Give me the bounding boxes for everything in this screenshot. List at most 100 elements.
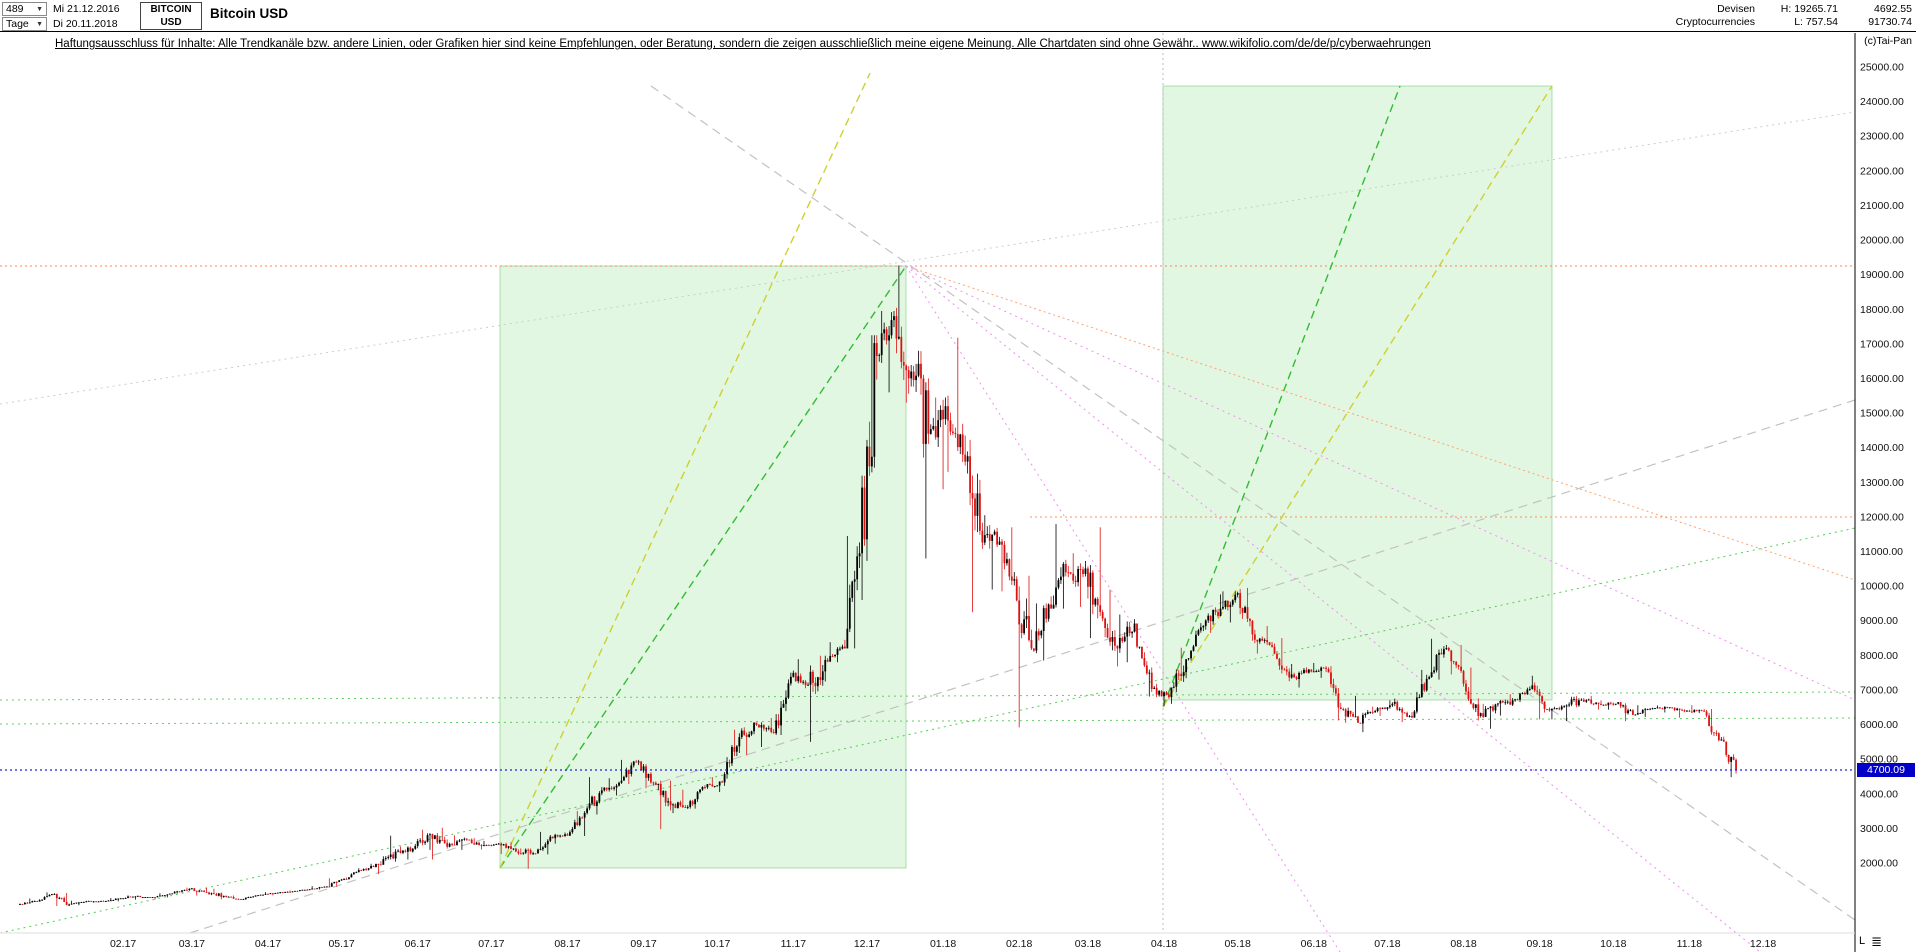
candle-body: [1388, 705, 1391, 708]
candle-body: [920, 363, 922, 379]
candle-body: [684, 807, 687, 808]
bars-count-select[interactable]: 489 ▼: [2, 2, 47, 16]
candle-body: [129, 896, 132, 898]
y-axis-label: 22000.00: [1860, 165, 1904, 177]
candle-body: [441, 839, 444, 841]
x-axis-label: 08.18: [1450, 938, 1476, 950]
candle-body: [1165, 692, 1168, 695]
period-select[interactable]: Tage ▼: [2, 17, 47, 31]
candle-body: [1251, 620, 1254, 635]
candle-body: [1524, 693, 1526, 695]
candle-body: [1212, 609, 1215, 622]
gray-dotted-trendline: [0, 111, 1856, 405]
candle-body: [1415, 697, 1418, 712]
candle-body: [41, 899, 43, 901]
candle-body: [1160, 690, 1163, 697]
page-title: Bitcoin USD: [210, 6, 289, 21]
candle-body: [136, 895, 139, 897]
candle-body: [397, 850, 399, 852]
candle-body: [456, 841, 458, 845]
candle-body: [478, 842, 480, 846]
candle-body: [429, 834, 431, 836]
candle-body: [743, 730, 746, 735]
candle-body: [785, 697, 787, 704]
x-axis-label: 12.17: [854, 938, 880, 950]
y-axis-label: 25000.00: [1860, 62, 1904, 74]
candle-body: [492, 844, 495, 846]
candle-body: [1661, 708, 1664, 710]
candle-body: [954, 432, 957, 435]
candle-body: [961, 434, 964, 455]
candle-body: [915, 375, 917, 381]
candle-body: [252, 896, 255, 898]
y-axis-label: 17000.00: [1860, 338, 1904, 350]
candle-body: [1361, 715, 1364, 724]
candle-body: [1148, 672, 1151, 674]
candle-body: [1698, 710, 1701, 712]
candle-body: [1629, 710, 1632, 712]
candle-body: [112, 900, 115, 901]
candle-body: [1190, 650, 1192, 659]
candle-body: [632, 761, 635, 766]
candle-body: [436, 835, 439, 843]
candle-body: [151, 897, 154, 898]
y-axis-label: 12000.00: [1860, 511, 1904, 523]
candle-body: [1592, 703, 1595, 705]
candle-body: [679, 802, 682, 806]
candle-body: [213, 893, 215, 895]
end-date-field[interactable]: Di 20.11.2018: [53, 18, 118, 30]
candle-body: [588, 803, 591, 809]
candle-body: [885, 329, 888, 341]
candle-body: [780, 707, 782, 726]
candle-body: [1408, 715, 1411, 717]
period-low-label: L: 757.54: [1794, 16, 1838, 28]
candle-body: [438, 839, 441, 843]
candle-body: [618, 782, 620, 786]
candle-body: [163, 895, 166, 897]
disclaimer-text: Haftungsausschluss für Inhalte: Alle Tre…: [55, 38, 1431, 50]
candle-body: [1516, 699, 1519, 701]
candle-body: [109, 900, 112, 902]
candle-body: [662, 791, 665, 796]
candle-body: [360, 870, 363, 872]
candle-body: [974, 498, 976, 516]
gray-falling-trendline: [650, 85, 1856, 921]
candle-body: [615, 785, 618, 788]
candle-body: [1089, 572, 1092, 587]
candle-body: [532, 853, 534, 855]
candle-body: [922, 378, 925, 444]
candle-body: [411, 848, 414, 852]
candle-body: [824, 659, 827, 672]
magenta-fan-line-2: [905, 265, 1761, 952]
candle-body: [31, 901, 34, 903]
candle-body: [1037, 631, 1040, 636]
candle-body: [672, 804, 674, 806]
candle-body: [254, 895, 257, 897]
candle-body: [267, 893, 269, 895]
candle-body: [586, 808, 589, 813]
candle-body: [952, 431, 954, 433]
candle-body: [181, 890, 183, 892]
candle-body: [988, 533, 991, 541]
candle-body: [949, 420, 952, 432]
candle-body: [495, 844, 498, 845]
candle-body: [318, 887, 321, 889]
candle-body: [1268, 642, 1271, 645]
candle-body: [812, 671, 814, 683]
menu-icon[interactable]: ≣: [1871, 933, 1883, 949]
candle-body: [1602, 704, 1605, 706]
candle-body: [1305, 669, 1308, 673]
candle-body: [691, 801, 694, 805]
candle-body: [497, 843, 500, 845]
candle-body: [566, 834, 569, 836]
candle-body: [70, 903, 73, 905]
candle-body: [200, 890, 203, 892]
candle-body: [1202, 625, 1205, 628]
layout-button[interactable]: L: [1859, 935, 1866, 947]
candle-body: [1671, 707, 1674, 709]
candle-body: [1030, 640, 1033, 649]
candle-body: [1222, 606, 1224, 609]
candle-body: [370, 865, 372, 869]
start-date-field[interactable]: Mi 21.12.2016: [53, 3, 120, 15]
